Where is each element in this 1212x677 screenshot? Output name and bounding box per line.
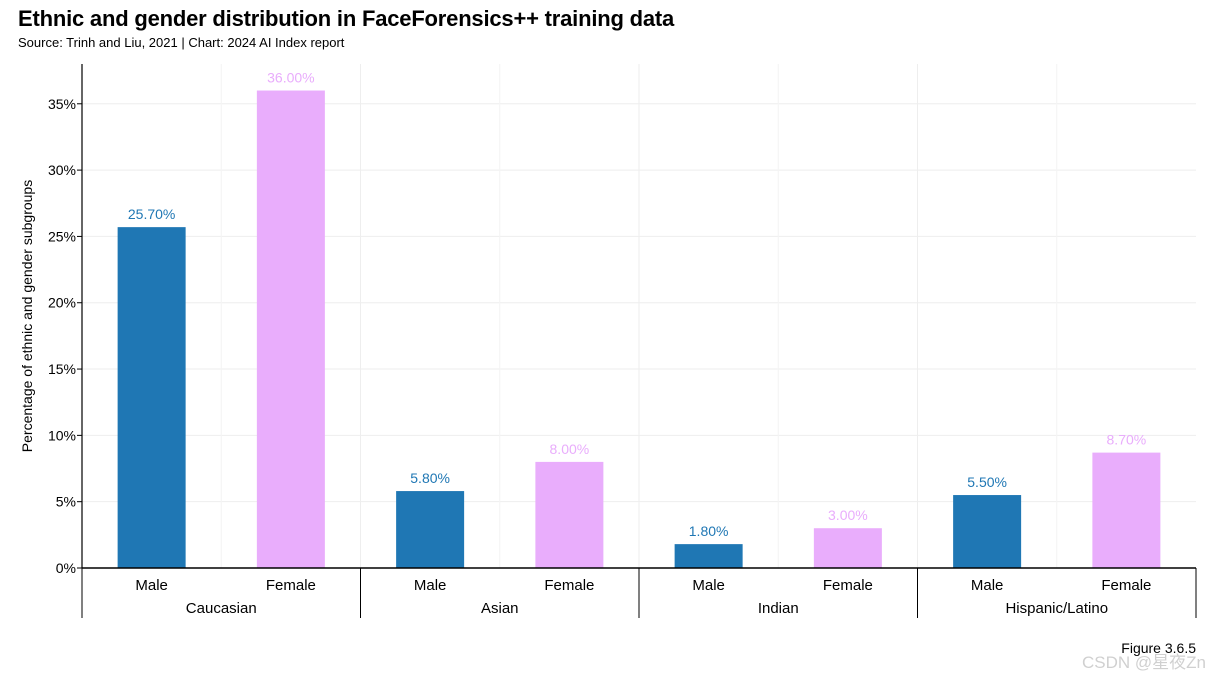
y-tick-label: 30%	[48, 162, 76, 178]
y-tick-label: 5%	[56, 494, 76, 510]
bar-value-label: 8.70%	[1107, 432, 1147, 448]
group-label: Indian	[758, 600, 799, 617]
figure-label: Figure 3.6.5	[1121, 640, 1196, 656]
bar-value-label: 5.80%	[410, 470, 450, 486]
y-tick-label: 20%	[48, 295, 76, 311]
x-tick-label: Female	[544, 577, 594, 594]
group-label: Caucasian	[186, 600, 257, 617]
bar-value-label: 8.00%	[550, 441, 590, 457]
x-tick-label: Male	[135, 577, 168, 594]
y-tick-label: 25%	[48, 228, 76, 244]
y-tick-label: 15%	[48, 361, 76, 377]
y-tick-label: 0%	[56, 560, 76, 576]
x-tick-label: Male	[692, 577, 725, 594]
x-tick-label: Female	[266, 577, 316, 594]
group-label: Hispanic/Latino	[1005, 600, 1108, 617]
x-tick-label: Female	[823, 577, 873, 594]
bar-hispanic-latino-female	[1092, 452, 1161, 568]
group-label: Asian	[481, 600, 519, 617]
labels: 0% 5% 10% 15% 20% 25% 30% 35% 25.70% Male 36.00% Fe…	[48, 70, 1151, 617]
x-tick-label: Male	[971, 577, 1004, 594]
y-tick-label: 10%	[48, 427, 76, 443]
bar-value-label: 25.70%	[128, 206, 175, 222]
bar-value-label: 1.80%	[689, 523, 729, 539]
bar-caucasian-male	[117, 227, 186, 568]
axes	[77, 64, 1197, 618]
chart-subtitle: Source: Trinh and Liu, 2021 | Chart: 202…	[18, 35, 345, 50]
x-tick-label: Male	[414, 577, 447, 594]
bar-indian-female	[813, 528, 882, 568]
y-axis-label: Percentage of ethnic and gender subgroup…	[19, 180, 35, 452]
bar-hispanic-latino-male	[953, 495, 1022, 568]
bar-caucasian-female	[256, 90, 325, 569]
bars	[117, 90, 1161, 569]
bar-asian-male	[396, 491, 465, 568]
bar-value-label: 36.00%	[267, 70, 314, 86]
grid-lines	[82, 64, 1196, 568]
y-tick-label: 35%	[48, 96, 76, 112]
watermark: CSDN @星夜Zn	[1082, 653, 1206, 672]
x-tick-label: Female	[1101, 577, 1151, 594]
bar-asian-female	[535, 461, 604, 568]
chart-title: Ethnic and gender distribution in FaceFo…	[18, 6, 675, 31]
bar-value-label: 3.00%	[828, 507, 868, 523]
bar-value-label: 5.50%	[967, 474, 1007, 490]
bar-indian-male	[674, 544, 743, 568]
